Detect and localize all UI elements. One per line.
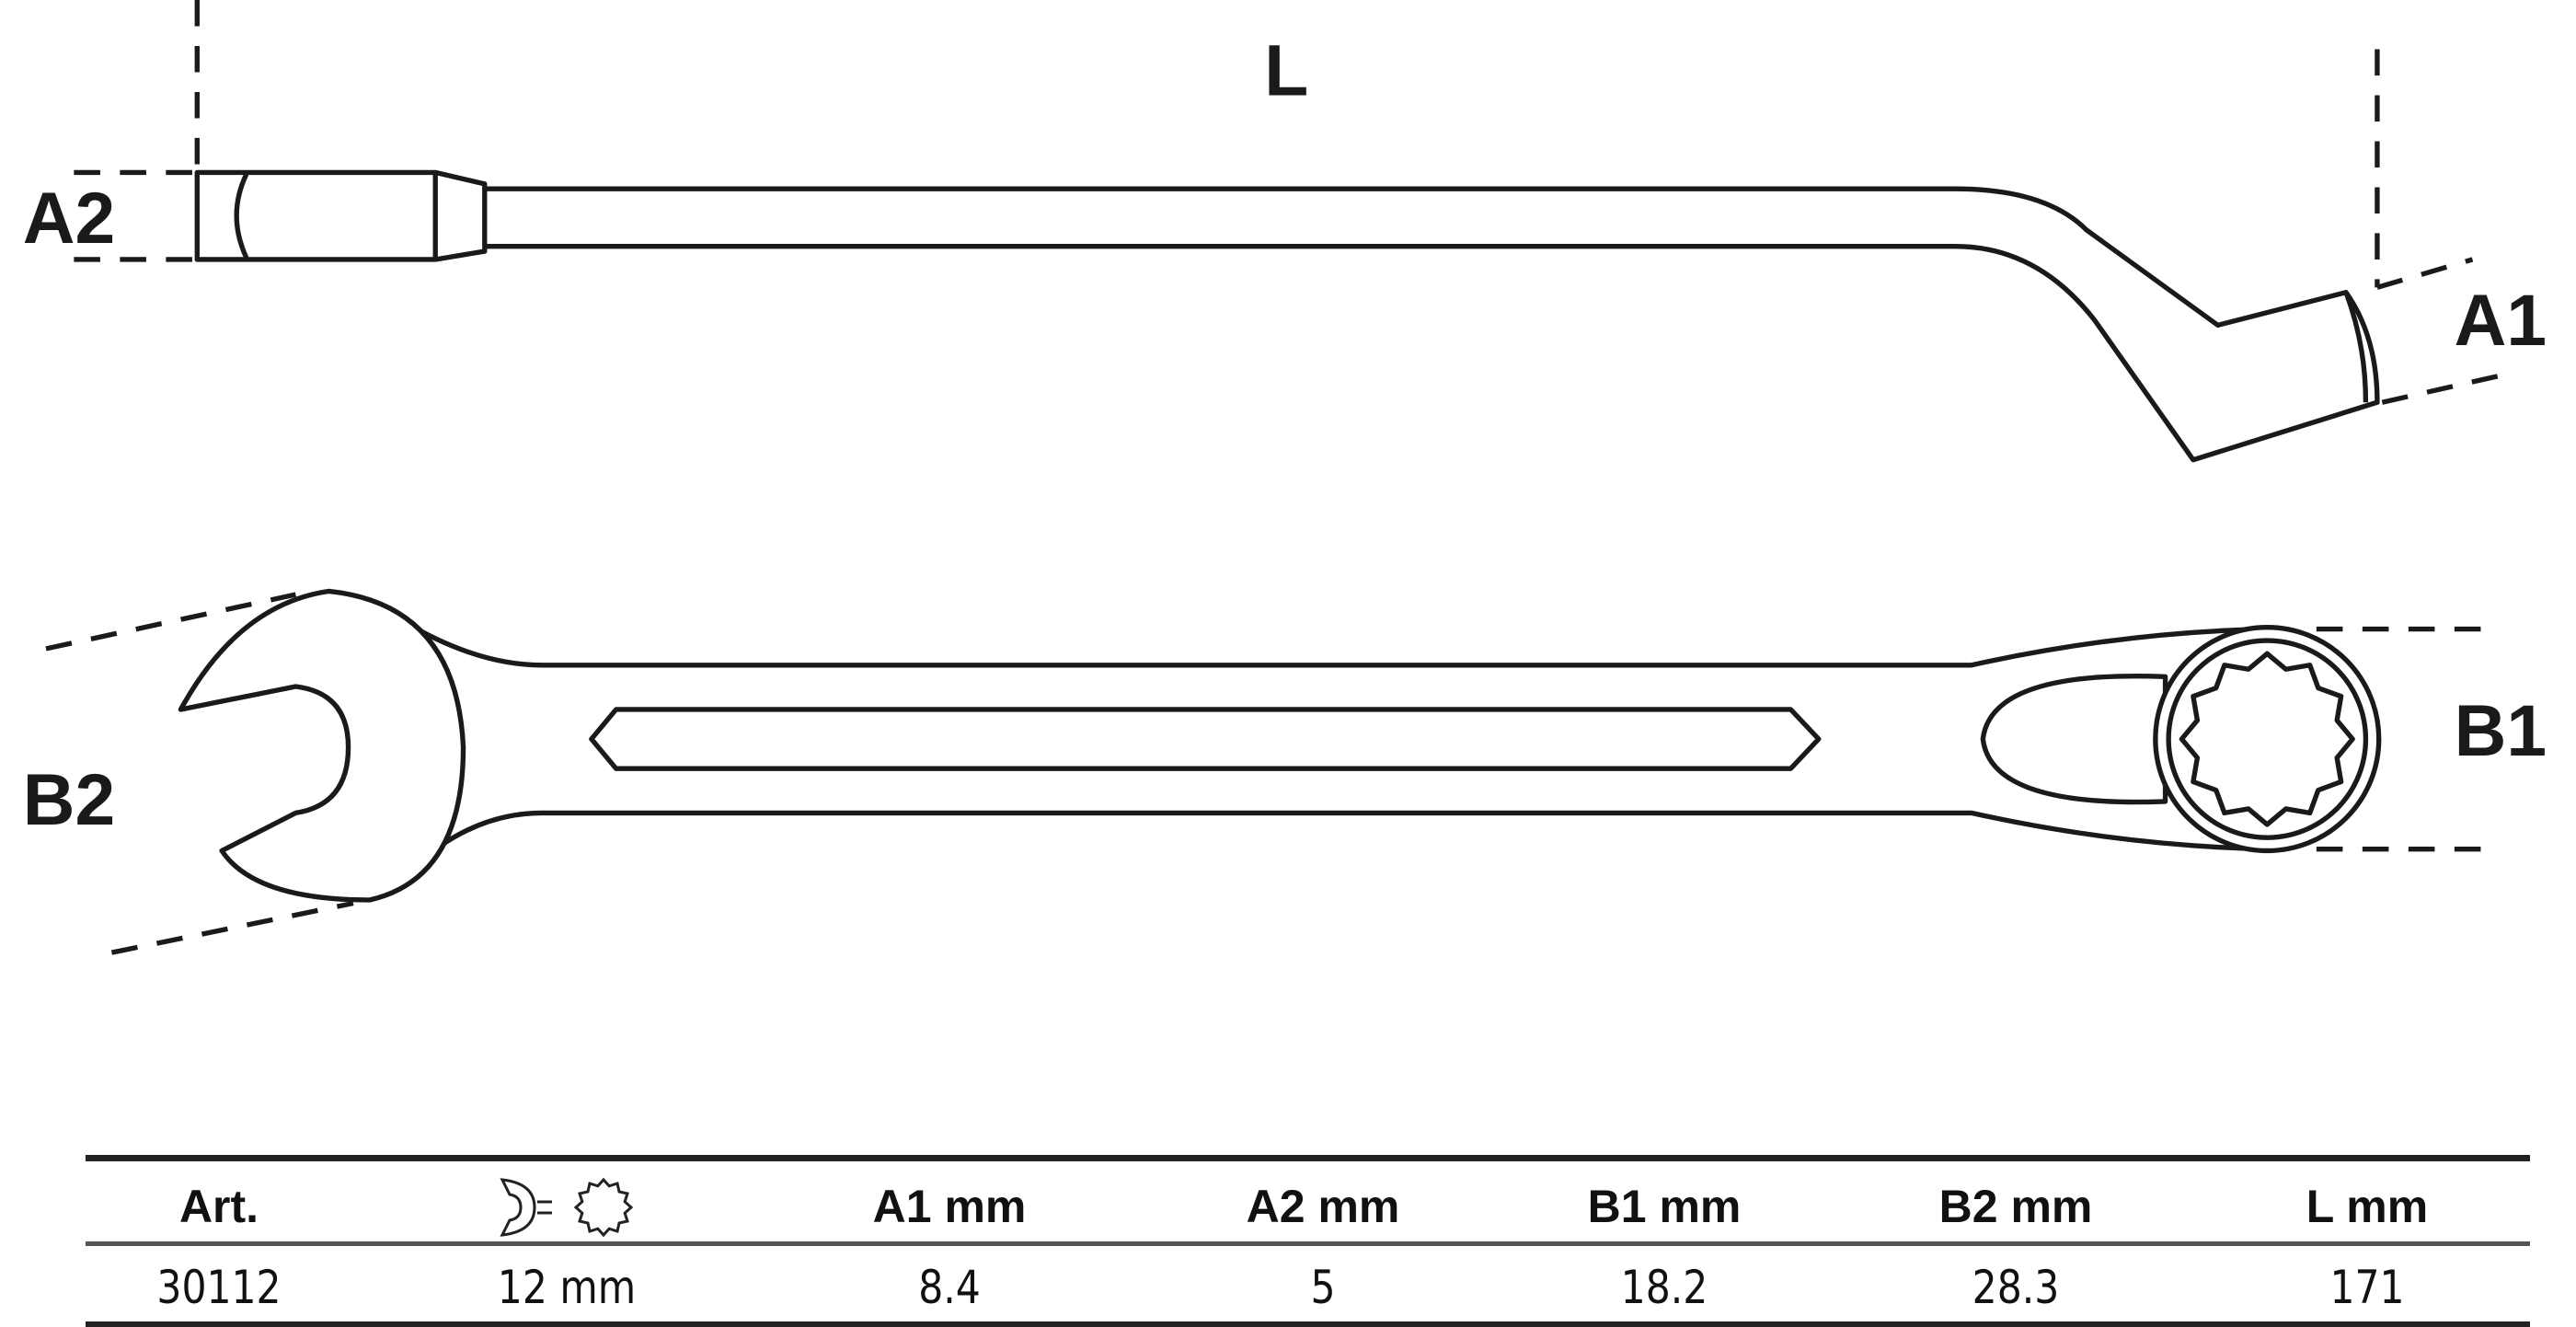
value-l: 171: [2329, 1261, 2405, 1314]
header-a2: A2 mm: [1246, 1181, 1400, 1232]
b2-bottom-line: [110, 900, 354, 955]
combination-wrench-icon: [484, 1174, 650, 1252]
ring-neck-cutout: [1980, 674, 2168, 805]
label-B2: B2: [23, 759, 115, 840]
shaft-slot: [589, 707, 1822, 771]
wrench-top-view: B2 B1: [23, 588, 2547, 955]
header-art: Art.: [178, 1181, 259, 1232]
a1-top-line: [2376, 257, 2474, 290]
open-end-arc: [234, 173, 249, 260]
wrench-side-view: L A2 A1: [23, 0, 2547, 463]
header-b2: B2 mm: [1938, 1181, 2093, 1232]
label-A1: A1: [2455, 280, 2547, 361]
wrench-side-shaft: [432, 186, 2380, 463]
table-top-rule: [86, 1155, 2530, 1161]
value-a1: 8.4: [918, 1261, 981, 1314]
twelve-point-ring: [2179, 651, 2355, 827]
table-bottom-rule: [86, 1321, 2530, 1327]
label-L: L: [1264, 30, 1308, 111]
label-A2: A2: [23, 178, 115, 259]
header-b1: B1 mm: [1587, 1181, 1742, 1232]
value-b1: 18.2: [1620, 1261, 1708, 1314]
value-art: 30112: [156, 1261, 282, 1314]
value-a2: 5: [1310, 1261, 1336, 1314]
table-mid-rule: [86, 1241, 2530, 1246]
a1-bottom-line: [2381, 372, 2506, 405]
header-a1: A1 mm: [872, 1181, 1027, 1232]
value-size: 12 mm: [497, 1261, 637, 1314]
label-B1: B1: [2455, 690, 2547, 771]
open-end-jaw: [178, 588, 466, 903]
header-l: L mm: [2306, 1181, 2429, 1232]
value-b2: 28.3: [1972, 1261, 2060, 1314]
